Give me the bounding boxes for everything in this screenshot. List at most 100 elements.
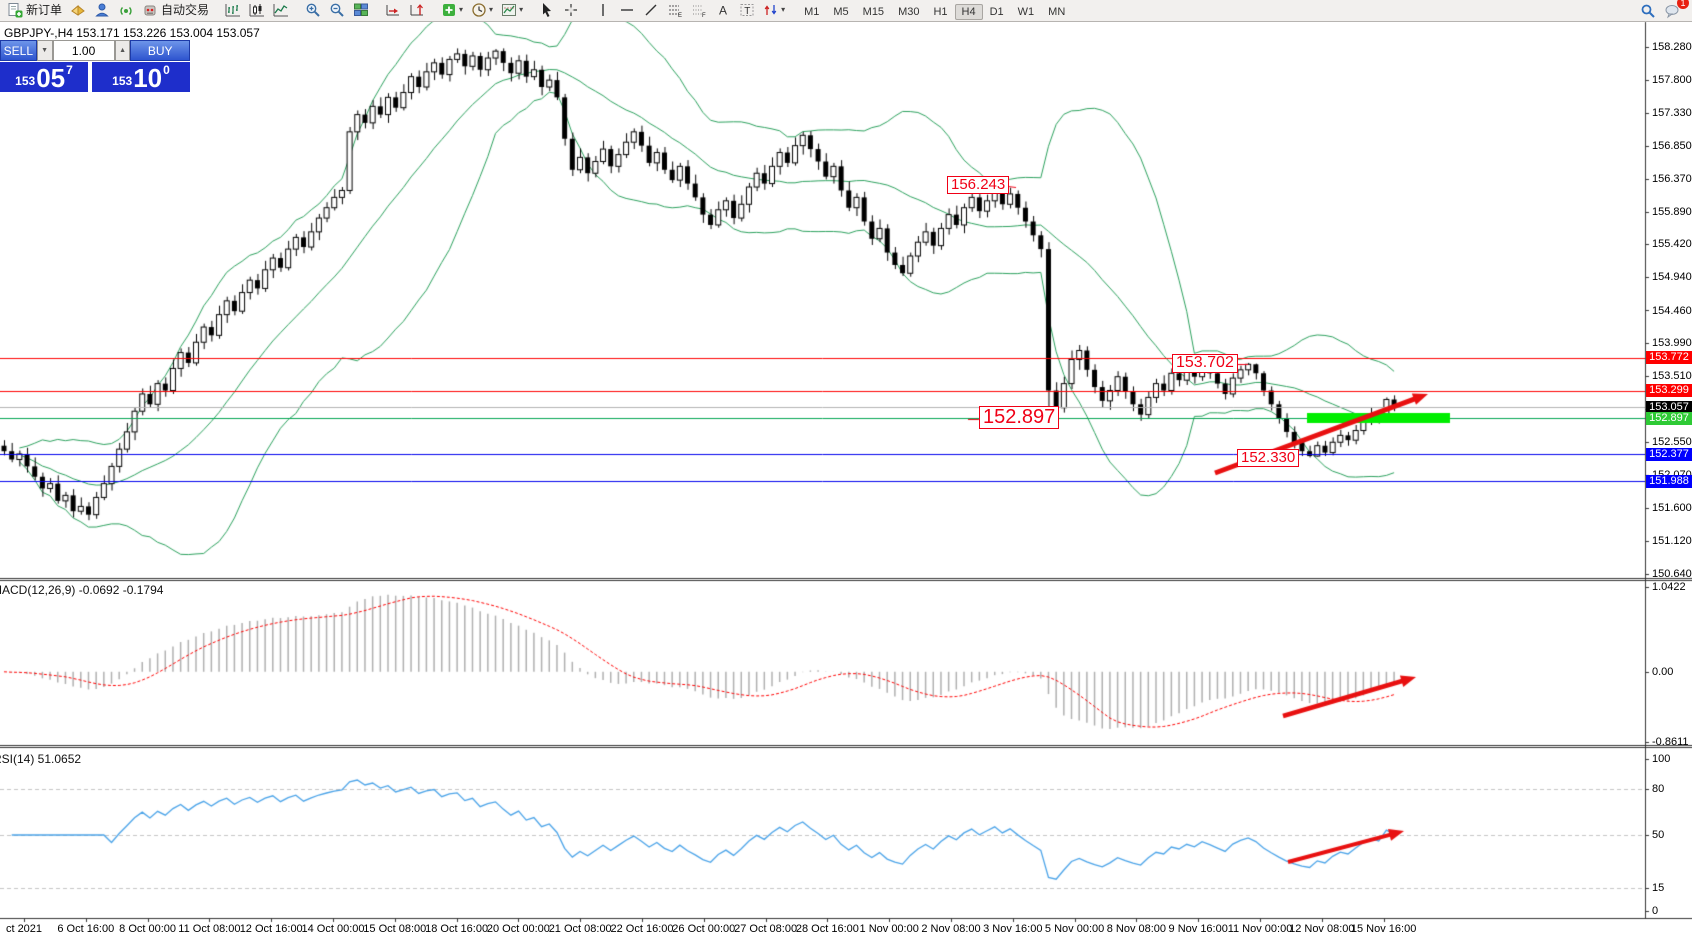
time-axis-label: 14 Oct 00:00 bbox=[301, 923, 365, 935]
toolbar-button-label: 新订单 bbox=[26, 3, 63, 17]
chart-window-button[interactable] bbox=[66, 0, 90, 21]
fibo-retracement-button[interactable]: E bbox=[663, 0, 687, 21]
price-tick-label: 151.120 bbox=[1652, 534, 1692, 547]
toolbar-button-label: 自动交易 bbox=[161, 3, 210, 17]
periods-button[interactable]: ▾ bbox=[467, 0, 497, 21]
horizontal-line-icon bbox=[619, 2, 635, 18]
fibo-retracement-icon: E bbox=[667, 2, 683, 18]
zoom-out-button[interactable] bbox=[325, 0, 349, 21]
time-axis-label: 27 Oct 08:00 bbox=[734, 923, 798, 935]
time-axis-label: 1 Nov 00:00 bbox=[859, 923, 919, 935]
time-axis-label: 8 Oct 00:00 bbox=[119, 923, 177, 935]
time-axis-label: 6 Oct 16:00 bbox=[57, 923, 115, 935]
price-badge-152377: 152.377 bbox=[1646, 447, 1692, 461]
candle-chart-mode-icon bbox=[249, 2, 265, 18]
sell-price[interactable]: 153 05 7 bbox=[0, 62, 88, 92]
price-tick-label: 154.940 bbox=[1652, 271, 1692, 284]
profile-icon bbox=[94, 2, 110, 18]
line-chart-mode-button[interactable] bbox=[269, 0, 293, 21]
cursor-button[interactable] bbox=[535, 0, 559, 21]
crosshair-icon bbox=[563, 2, 579, 18]
bar-chart-mode-icon bbox=[225, 2, 241, 18]
price-tick-label: 155.890 bbox=[1652, 205, 1692, 218]
auto-trading-button[interactable]: 自动交易 bbox=[138, 0, 213, 21]
volume-up-button[interactable]: ▲ bbox=[114, 40, 131, 61]
timeframe-w1[interactable]: W1 bbox=[1017, 5, 1035, 18]
text-button[interactable]: A bbox=[711, 0, 735, 21]
price-badge-151988: 151.988 bbox=[1646, 474, 1692, 488]
chevron-down-icon: ▾ bbox=[459, 5, 464, 14]
time-axis-label: ct 2021 bbox=[5, 923, 43, 935]
chevron-down-icon: ▾ bbox=[519, 5, 524, 14]
timeframe-h1[interactable]: H1 bbox=[933, 5, 948, 18]
sell-button[interactable]: SELL bbox=[0, 40, 37, 61]
arrows-icon bbox=[763, 2, 779, 18]
tile-windows-button[interactable] bbox=[349, 0, 373, 21]
svg-text:E: E bbox=[678, 13, 682, 18]
sell-price-point: 7 bbox=[66, 63, 73, 77]
buy-price-point: 0 bbox=[163, 63, 170, 77]
cursor-icon bbox=[539, 2, 555, 18]
zoom-in-icon bbox=[305, 2, 321, 18]
time-axis-label: 9 Nov 16:00 bbox=[1168, 923, 1228, 935]
text-label-button[interactable]: T bbox=[735, 0, 759, 21]
vertical-line-icon bbox=[595, 2, 611, 18]
auto-scroll-button[interactable] bbox=[381, 0, 405, 21]
timeframe-mn[interactable]: MN bbox=[1048, 5, 1066, 18]
price-tick-label: 151.600 bbox=[1652, 501, 1692, 514]
price-tick-label: 153.990 bbox=[1652, 336, 1692, 349]
notifications-icon[interactable]: 1 bbox=[1660, 0, 1689, 22]
zoom-out-icon bbox=[329, 2, 345, 18]
buy-button[interactable]: BUY bbox=[130, 40, 190, 61]
timeframe-m30[interactable]: M30 bbox=[898, 5, 920, 18]
indicators-button[interactable]: ▾ bbox=[437, 0, 467, 21]
text-icon: A bbox=[715, 2, 731, 18]
crosshair-button[interactable] bbox=[559, 0, 583, 21]
timeframe-m5[interactable]: M5 bbox=[833, 5, 849, 18]
new-order-button[interactable]: 新订单 bbox=[3, 0, 66, 21]
price-tick-label: 156.370 bbox=[1652, 172, 1692, 185]
macd-indicator-label: MACD(12,26,9) -0.0692 -0.1794 bbox=[0, 583, 164, 597]
search-icon[interactable] bbox=[1636, 0, 1660, 22]
vertical-line-button[interactable] bbox=[591, 0, 615, 21]
chart-symbol-info: GBPJPY-,H4 153.171 153.226 153.004 153.0… bbox=[4, 26, 260, 40]
arrows-button[interactable]: ▾ bbox=[759, 0, 789, 21]
timeframe-h4[interactable]: H4 bbox=[954, 3, 983, 20]
sell-price-pips: 05 bbox=[36, 63, 66, 93]
price-flag-153702: 153.702 bbox=[1172, 354, 1238, 373]
price-badge-153299: 153.299 bbox=[1646, 384, 1692, 398]
chevron-down-icon: ▾ bbox=[781, 5, 786, 14]
timeframe-d1[interactable]: D1 bbox=[989, 5, 1004, 18]
time-axis-label: 11 Nov 00:00 bbox=[1227, 923, 1293, 935]
price-tick-label: 152.550 bbox=[1652, 436, 1692, 449]
chart-shift-button[interactable] bbox=[405, 0, 429, 21]
buy-price[interactable]: 153 10 0 bbox=[92, 62, 190, 92]
bar-chart-mode-button[interactable] bbox=[221, 0, 245, 21]
fibo-fan-button[interactable]: F bbox=[687, 0, 711, 21]
zoom-in-button[interactable] bbox=[301, 0, 325, 21]
volume-dropdown-button[interactable]: ▼ bbox=[36, 40, 53, 61]
svg-text:A: A bbox=[719, 3, 727, 17]
new-order-icon bbox=[7, 2, 23, 18]
tile-windows-icon bbox=[353, 2, 369, 18]
timeframe-m1[interactable]: M1 bbox=[804, 5, 820, 18]
time-axis-label: 22 Oct 16:00 bbox=[610, 923, 674, 935]
horizontal-line-button[interactable] bbox=[615, 0, 639, 21]
profile-button[interactable] bbox=[90, 0, 114, 21]
price-flag-156243: 156.243 bbox=[947, 176, 1010, 194]
one-click-trading-panel: SELL ▼ ▲ BUY 153 05 7 153 10 0 bbox=[0, 40, 190, 92]
candle-chart-mode-button[interactable] bbox=[245, 0, 269, 21]
toolbar: 新订单 自动交易 ▾ ▾ ▾ E F A T ▾ M1 M5 M15 M30 H1 H4 D1 W1 MN 1 bbox=[0, 0, 1692, 22]
signals-button[interactable] bbox=[114, 0, 138, 21]
price-tick-label: 150.640 bbox=[1652, 568, 1692, 580]
price-badge-153057: 153.057 bbox=[1646, 400, 1692, 414]
timeframe-m15[interactable]: M15 bbox=[862, 5, 885, 18]
price-badge-152897: 152.897 bbox=[1646, 411, 1692, 425]
price-flag-152330: 152.330 bbox=[1237, 449, 1300, 467]
volume-input[interactable] bbox=[52, 40, 115, 61]
templates-button[interactable]: ▾ bbox=[497, 0, 527, 21]
auto-scroll-icon bbox=[385, 2, 401, 18]
trendline-button[interactable] bbox=[639, 0, 663, 21]
